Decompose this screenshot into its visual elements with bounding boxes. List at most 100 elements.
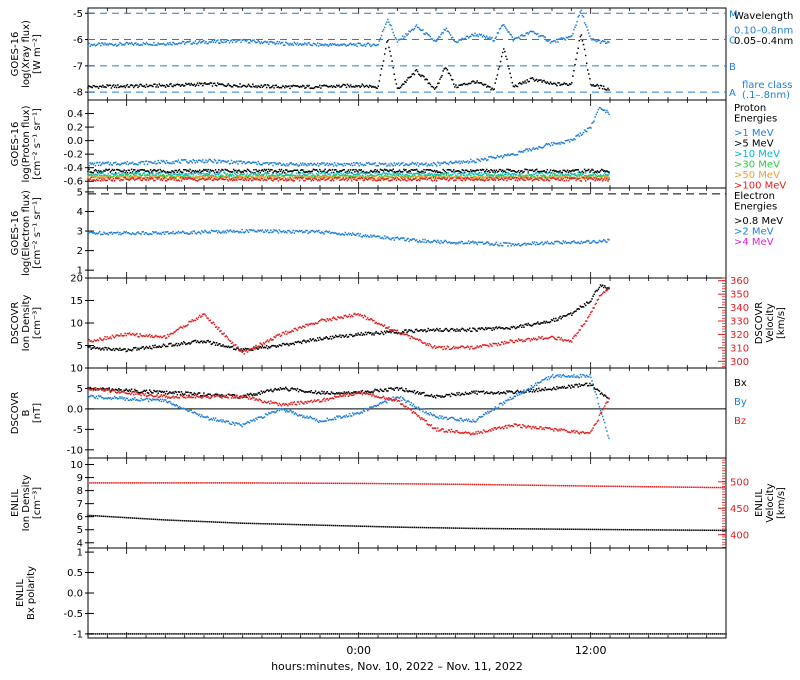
data-point [302,174,304,177]
data-point [574,173,576,175]
data-point [605,179,607,181]
data-point [345,176,348,179]
data-point [222,169,224,171]
data-point [205,177,207,180]
data-point [348,176,351,179]
data-point [209,171,212,174]
data-point [573,69,575,72]
data-point [554,39,556,42]
data-point [216,172,219,175]
data-point [532,30,535,33]
data-point [131,161,134,164]
data-point [446,30,449,32]
data-point [542,176,544,178]
data-point [382,29,385,31]
data-point [249,178,252,180]
data-point [518,172,521,174]
data-point [353,178,355,181]
data-point [478,174,481,176]
data-point [224,85,226,87]
data-point [520,245,522,247]
data-point [372,171,374,173]
data-point [149,169,152,171]
data-point [546,143,549,146]
data-point [134,162,136,165]
data-point [375,164,377,167]
data-point [186,174,188,177]
data-point [548,39,551,41]
data-point [479,168,482,171]
data-point [451,170,454,173]
data-point [308,42,310,44]
data-point [259,86,262,89]
data-point [188,342,190,344]
data-point [246,39,249,41]
data-point [203,39,205,42]
data-point [136,231,138,234]
data-point [531,30,534,33]
data-point [221,41,223,43]
data-point [387,164,389,167]
data-point [125,163,128,165]
data-point [134,172,136,174]
data-point [159,84,162,87]
data-point [215,162,218,164]
data-point [524,242,526,245]
data-point [518,150,521,153]
data-point [193,230,196,232]
data-point [135,176,137,178]
data-point [223,84,225,87]
data-point [168,232,170,235]
data-point [156,233,158,235]
data-point [360,169,363,171]
data-point [520,174,522,177]
data-point [249,229,252,231]
data-point [120,349,122,351]
data-point [583,22,586,24]
data-point [153,41,155,44]
data-point [132,86,135,89]
data-point [157,176,159,179]
data-point [145,160,148,162]
data-point [243,176,246,178]
y-tick-label: 2 [77,246,83,257]
data-point [233,176,236,179]
data-point [459,171,461,173]
data-point [192,41,195,44]
data-point [274,176,276,178]
data-point [540,35,542,37]
data-point [268,175,270,177]
data-point [161,345,164,347]
data-point [134,347,136,349]
data-point [152,344,154,347]
data-point [285,174,287,177]
data-point [428,177,431,179]
data-point [333,174,336,177]
data-point [286,179,288,182]
data-point [325,163,327,166]
data-point [500,244,503,247]
data-point [283,44,286,46]
data-point [320,163,322,166]
data-point [340,170,342,173]
data-point [331,163,334,165]
data-point [260,176,263,178]
data-point [589,175,591,177]
data-point [281,172,284,175]
data-point [346,174,349,176]
data-point [484,37,487,39]
data-point [177,230,180,233]
data-point [95,162,98,164]
data-point [509,154,511,156]
data-point [157,178,159,180]
data-point [342,83,344,86]
data-point [552,40,555,42]
data-point [409,177,411,180]
data-point [349,178,352,181]
data-point [357,42,359,44]
data-point [525,168,527,171]
data-point [229,173,232,175]
data-point [459,175,461,177]
data-point [498,28,501,30]
